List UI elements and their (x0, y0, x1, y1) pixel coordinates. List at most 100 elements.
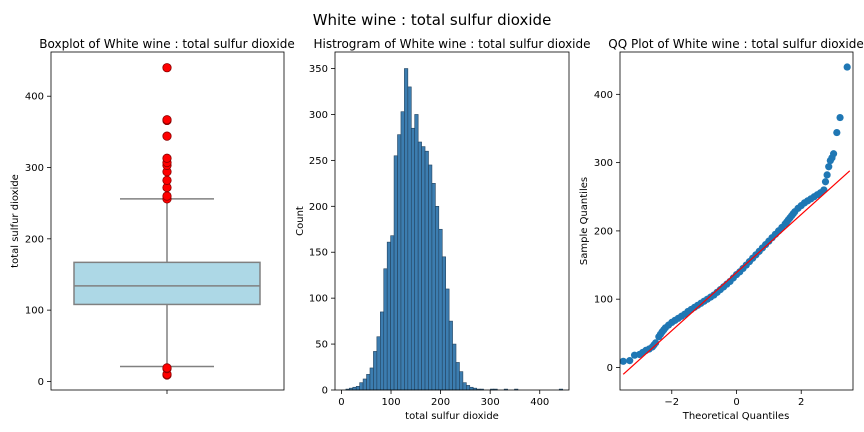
histogram-bar (438, 228, 443, 391)
histogram-xtick-label: 400 (530, 397, 549, 408)
qqplot-ytick-label: 200 (594, 226, 613, 237)
histogram-bar (445, 288, 450, 391)
qqplot-xtick-label: 2 (798, 397, 804, 408)
histogram-xtick-label: 300 (481, 397, 500, 408)
boxplot-yaxis: 0 100 200 300 400 (25, 92, 51, 388)
boxplot-outlier (162, 363, 172, 373)
qqplot-title: QQ Plot of White wine : total sulfur dio… (608, 37, 863, 51)
boxplot-outlier (162, 153, 172, 163)
histogram-ytick-label: 300 (309, 110, 328, 121)
histogram-xtick-label: 0 (338, 397, 344, 408)
qqplot-ytick-label: 100 (594, 295, 613, 306)
histogram-bar (386, 241, 391, 391)
histogram-bar (393, 155, 398, 391)
histogram-panel: Histrogram of White wine : total sulfur … (295, 37, 591, 422)
qqplot-xlabel: Theoretical Quantiles (682, 411, 790, 422)
histogram-bar (366, 374, 371, 391)
histogram-bar (376, 336, 381, 391)
boxplot-outlier (162, 115, 172, 125)
boxplot-outlier (162, 191, 172, 201)
histogram-ylabel: Count (295, 206, 306, 236)
qqplot-ylabel: Sample Quantiles (579, 177, 590, 265)
histogram-xtick-label: 200 (431, 397, 450, 408)
histogram-bar (397, 134, 402, 391)
histogram-frame (334, 51, 570, 391)
qqplot-point (651, 339, 660, 347)
histogram-bar (407, 86, 412, 391)
qqplot-xtick-label: 0 (733, 397, 739, 408)
histogram-bar (428, 164, 433, 391)
boxplot-ylabel: total sulfur dioxide (10, 174, 21, 268)
histogram-ytick-label: 100 (309, 294, 328, 305)
figure-suptitle: White wine : total sulfur dioxide (313, 11, 552, 29)
histogram-bar (362, 378, 367, 391)
qqplot-fit-line (622, 170, 851, 375)
boxplot-outlier (162, 63, 172, 73)
histogram-axes: 0 100 200 300 400 0 50 100 150 200 250 300 350 (309, 64, 549, 408)
histogram-bar (417, 141, 422, 391)
histogram-bar (352, 386, 357, 391)
qqplot-point (825, 163, 833, 171)
qqplot-frame (619, 51, 854, 391)
boxplot-ytick-label: 100 (25, 306, 44, 317)
histogram-bar (400, 111, 405, 391)
qqplot-point (836, 113, 844, 122)
histogram-bar (424, 150, 429, 391)
histogram-bar (414, 114, 419, 391)
qqplot-axes: −2 0 2 0 100 200 300 400 (594, 90, 805, 408)
histogram-bar (421, 146, 426, 391)
boxplot-outlier (162, 175, 172, 185)
qqplot-point (626, 357, 634, 365)
qqplot-point (833, 128, 841, 137)
histogram-bar (452, 343, 457, 391)
histogram-bar (383, 268, 388, 391)
boxplot-ytick-label: 300 (25, 163, 44, 174)
histogram-bar (404, 68, 409, 391)
qqplot-ytick-label: 400 (594, 90, 613, 101)
qqplot-point (829, 150, 838, 158)
histogram-xtick-label: 100 (381, 397, 400, 408)
boxplot-title: Boxplot of White wine : total sulfur dio… (39, 37, 294, 51)
histogram-bar (462, 382, 467, 391)
boxplot-ytick-label: 200 (25, 234, 44, 245)
qqplot-point (823, 171, 831, 179)
qqplot-ytick-label: 300 (594, 158, 613, 169)
histogram-bar (355, 386, 360, 391)
histogram-bar (469, 386, 474, 391)
histogram-xlabel: total sulfur dioxide (405, 411, 499, 422)
qqplot-xtick-label: −2 (664, 397, 679, 408)
histogram-bar (373, 351, 378, 391)
histogram-bar (410, 127, 416, 391)
boxplot-panel: Boxplot of White wine : total sulfur dio… (10, 37, 295, 394)
boxplot-frame (50, 51, 285, 391)
histogram-bar (359, 382, 364, 391)
qqplot-points (619, 63, 851, 365)
boxplot-ytick-label: 0 (38, 377, 44, 388)
qqplot-point (821, 178, 830, 186)
histogram-bar (369, 367, 374, 391)
histogram-bar (459, 371, 464, 391)
histogram-bar (431, 183, 436, 391)
qqplot-ytick-label: 0 (607, 363, 613, 374)
histogram-bar (380, 311, 385, 391)
histogram-bar (448, 320, 453, 391)
histogram-bar (441, 256, 446, 391)
histogram-ytick-label: 200 (309, 202, 328, 213)
histogram-bars (345, 68, 563, 391)
histogram-ytick-label: 0 (322, 386, 328, 397)
boxplot-outlier (162, 131, 172, 141)
histogram-ytick-label: 150 (309, 248, 328, 259)
qqplot-point (843, 63, 851, 71)
qqplot-point (619, 357, 627, 365)
histogram-ytick-label: 250 (309, 156, 328, 167)
histogram-bar (455, 362, 460, 391)
boxplot-box (73, 261, 261, 306)
histogram-bar (435, 206, 440, 391)
histogram-title: Histrogram of White wine : total sulfur … (313, 37, 590, 51)
histogram-bar (466, 385, 471, 391)
histogram-bar (390, 235, 395, 391)
qqplot-reference-line (622, 170, 851, 375)
boxplot-marks (73, 63, 261, 380)
histogram-ytick-label: 350 (309, 64, 328, 75)
